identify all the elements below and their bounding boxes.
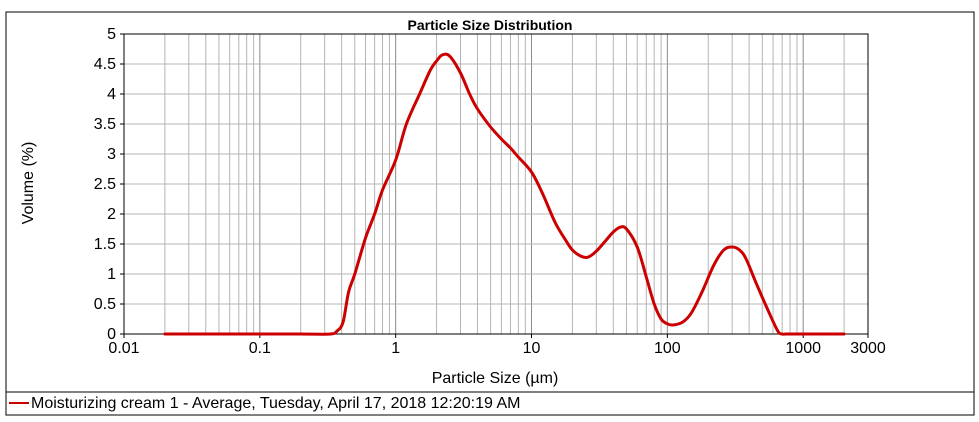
x-tick-label: 0.01 [108, 340, 139, 357]
y-tick-label: 1 [107, 266, 116, 283]
x-tick-label: 10 [523, 340, 541, 357]
y-tick-label: 0.5 [94, 296, 116, 313]
x-axis-label: Particle Size (µm) [432, 370, 559, 387]
y-tick-label: 2 [107, 206, 116, 223]
x-tick-label: 3000 [850, 340, 886, 357]
chart-title: Particle Size Distribution [408, 17, 573, 33]
y-tick-label: 4 [107, 86, 116, 103]
y-tick-label: 3.5 [94, 116, 116, 133]
y-tick-label: 1.5 [94, 236, 116, 253]
x-tick-label: 100 [654, 340, 681, 357]
y-tick-label: 2.5 [94, 176, 116, 193]
legend-entry: Moisturizing cream 1 - Average, Tuesday,… [31, 395, 520, 412]
series-line-0 [163, 52, 846, 336]
series [163, 52, 846, 336]
x-tick-label: 1000 [785, 340, 821, 357]
y-tick-label: 0 [107, 326, 116, 343]
y-tick-label: 4.5 [94, 56, 116, 73]
x-axis: 0.01 0.1 1 10 100 1000 3000 [108, 334, 886, 357]
x-tick-label: 0.1 [249, 340, 271, 357]
y-tick-label: 3 [107, 146, 116, 163]
y-axis: 0 0.5 1 1.5 2 2.5 3 3.5 4 4.5 5 [94, 26, 124, 343]
legend: Moisturizing cream 1 - Average, Tuesday,… [9, 395, 520, 412]
y-axis-label: Volume (%) [20, 142, 37, 225]
y-tick-label: 5 [107, 26, 116, 43]
x-tick-label: 1 [391, 340, 400, 357]
grid [123, 33, 869, 335]
